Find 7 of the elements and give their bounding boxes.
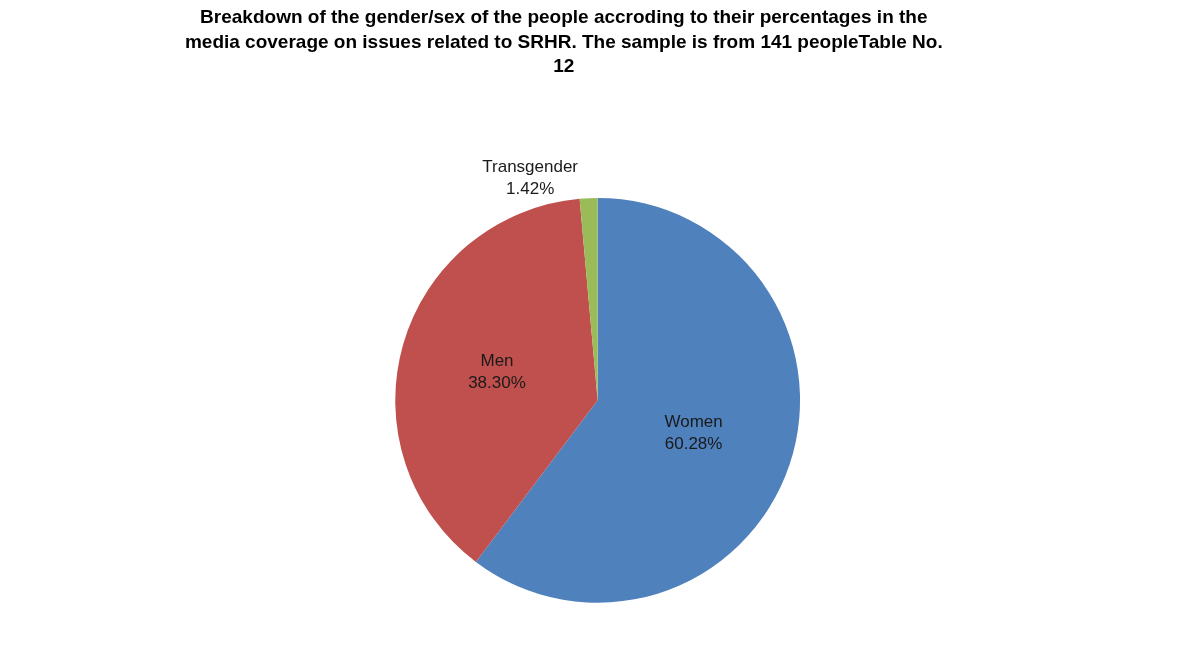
slice-label: Men	[480, 351, 514, 371]
slice-label: Transgender	[482, 157, 579, 177]
slice-label: Women	[664, 411, 723, 431]
data-label: 60.28%	[664, 434, 723, 454]
data-label: 38.30%	[468, 373, 526, 393]
data-label: 1.42%	[506, 179, 555, 199]
chart-title: Breakdown of the gender/sex of the people accroding to their percentages in the media coverage on issues related to SRHR. The sample is from 141 peopleTable No. 12	[184, 6, 943, 77]
